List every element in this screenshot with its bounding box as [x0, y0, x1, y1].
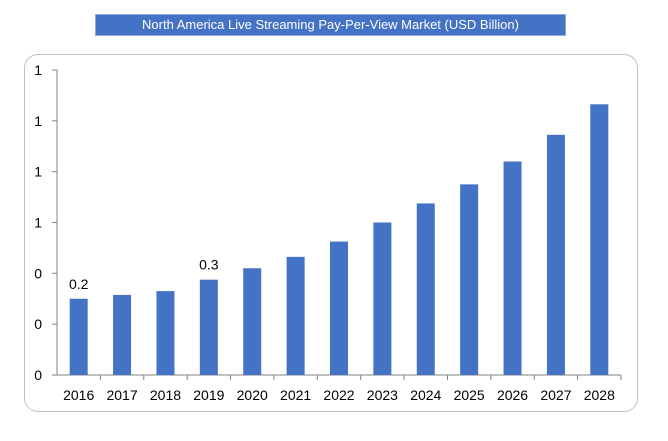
- x-tick-label-2024: 2024: [410, 387, 441, 403]
- x-tick-label-2026: 2026: [497, 387, 528, 403]
- x-tick-label-2017: 2017: [106, 387, 137, 403]
- x-tick-label-2019: 2019: [193, 387, 224, 403]
- y-tick-label: 0: [34, 265, 42, 281]
- x-tick-label-2021: 2021: [280, 387, 311, 403]
- bar-2024: [416, 203, 435, 375]
- y-tick-label: 1: [34, 215, 42, 231]
- y-tick-label: 0: [34, 367, 42, 383]
- chart-title-text: North America Live Streaming Pay-Per-Vie…: [142, 17, 519, 32]
- x-tick-label-2018: 2018: [150, 387, 181, 403]
- bars: [69, 104, 609, 375]
- x-tick-label-2025: 2025: [454, 387, 485, 403]
- bar-2019: [199, 279, 218, 375]
- labels: 2016 2017 2018 2019 2020 2021 2022 2023 2024 2025…: [63, 257, 615, 403]
- axes: 0 0 0 1 1 1 1: [34, 62, 622, 383]
- data-label-2016: 0.2: [69, 276, 89, 292]
- bar-2020: [243, 268, 262, 375]
- chart-title: North America Live Streaming Pay-Per-Vie…: [95, 14, 566, 36]
- y-tick-label: 1: [34, 164, 42, 180]
- bar-2021: [286, 256, 305, 375]
- bar-2028: [590, 104, 609, 375]
- bar-2016: [69, 298, 88, 375]
- x-tick-label-2028: 2028: [584, 387, 615, 403]
- x-tick-label-2027: 2027: [540, 387, 571, 403]
- y-tick-label: 0: [34, 316, 42, 332]
- bar-2017: [113, 294, 132, 375]
- bar-2018: [156, 291, 175, 375]
- x-tick-label-2020: 2020: [237, 387, 268, 403]
- y-tick-label: 1: [34, 62, 42, 78]
- bar-2022: [330, 241, 348, 375]
- bar-2023: [373, 222, 392, 375]
- data-label-2019: 0.3: [199, 257, 219, 273]
- x-tick-label-2022: 2022: [323, 387, 354, 403]
- bar-2026: [503, 161, 522, 375]
- x-tick-label-2016: 2016: [63, 387, 94, 403]
- bar-2025: [460, 184, 479, 375]
- x-tick-label-2023: 2023: [367, 387, 398, 403]
- y-tick-label: 1: [34, 113, 42, 129]
- bar-2027: [546, 134, 565, 375]
